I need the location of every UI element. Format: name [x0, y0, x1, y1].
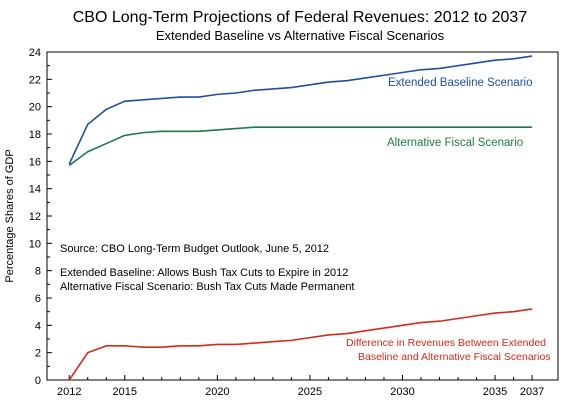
x-tick-label: 2035 — [483, 386, 507, 398]
chart-title: CBO Long-Term Projections of Federal Rev… — [73, 9, 528, 26]
y-tick-label: 14 — [29, 184, 41, 196]
x-tick-label: 2037 — [520, 386, 544, 398]
series-lines — [68, 55, 533, 381]
y-tick-label: 2 — [35, 348, 41, 360]
y-tick-label: 20 — [29, 102, 41, 114]
note-alternative-scenario: Alternative Fiscal Scenario: Bush Tax Cu… — [60, 281, 355, 293]
series-line-difference — [68, 308, 533, 381]
x-tick-label: 2020 — [205, 386, 229, 398]
note-extended-baseline: Extended Baseline: Allows Bush Tax Cuts … — [60, 267, 348, 279]
source-note: Source: CBO Long-Term Budget Outlook, Ju… — [60, 243, 329, 255]
y-tick-label: 6 — [35, 293, 41, 305]
series-line-alternative — [68, 126, 533, 167]
x-tick-label: 2012 — [57, 386, 81, 398]
series-line-baseline — [68, 55, 533, 165]
series-label-alternative: Alternative Fiscal Scenario — [387, 137, 523, 149]
x-tick-label: 2030 — [390, 386, 414, 398]
y-tick-label: 10 — [29, 238, 41, 250]
y-tick-label: 22 — [29, 74, 41, 86]
y-tick-label: 0 — [35, 375, 41, 387]
x-ticks: 2012 2015 2020 2025 2030 2035 2037 — [57, 375, 544, 398]
chart-subtitle: Extended Baseline vs Alternative Fiscal … — [156, 28, 445, 43]
y-tick-label: 4 — [35, 320, 41, 332]
y-tick-label: 16 — [29, 156, 41, 168]
series-label-difference-line2: Baseline and Alternative Fiscal Scenario… — [358, 351, 551, 363]
y-tick-label: 12 — [29, 211, 41, 223]
x-tick-label: 2025 — [298, 386, 322, 398]
y-tick-label: 8 — [35, 266, 41, 278]
series-label-baseline: Extended Baseline Scenario — [388, 77, 533, 89]
y-axis-label: Percentage Shares of GDP — [4, 149, 16, 282]
y-tick-label: 18 — [29, 129, 41, 141]
series-label-difference-line1: Difference in Revenues Between Extended — [346, 337, 546, 349]
y-tick-label: 24 — [29, 47, 41, 59]
x-tick-label: 2015 — [113, 386, 137, 398]
